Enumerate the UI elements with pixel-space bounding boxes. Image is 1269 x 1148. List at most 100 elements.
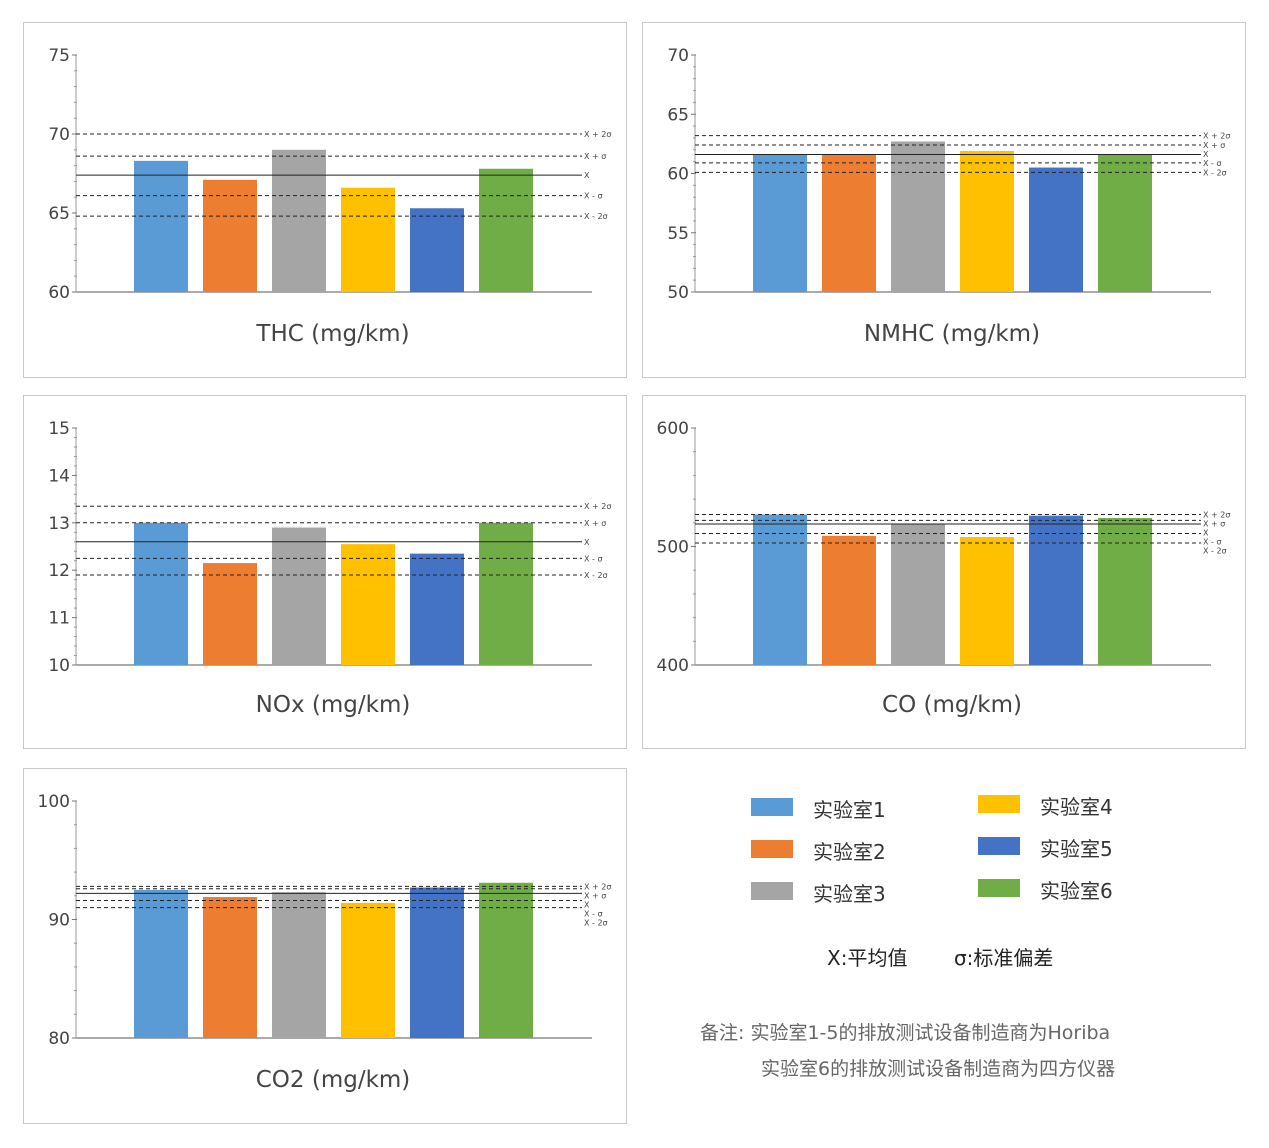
co2-chart: 80 90 100 X + 2σX + σXX - σX - 2σ CO2 (mg/km… <box>38 792 612 1093</box>
bar-lab5 <box>410 208 464 292</box>
y-tick-label: 10 <box>48 656 70 676</box>
y-tick-label: 60 <box>48 283 70 303</box>
bar-lab5 <box>1029 167 1083 292</box>
ref-label-plus1: X + σ <box>584 891 606 900</box>
y-tick-label: 50 <box>667 283 689 303</box>
legend-label: 实验室1 <box>813 798 886 822</box>
bar-lab6 <box>479 168 533 292</box>
ref-label-minus1: X - σ <box>584 909 603 918</box>
y-tick-label: 60 <box>667 165 689 185</box>
y-tick-label: 70 <box>48 125 70 145</box>
bar-lab2 <box>822 154 876 292</box>
bar-lab4 <box>960 537 1014 665</box>
ref-label-mean: X <box>584 900 590 909</box>
ref-label-mean: X <box>1203 150 1209 159</box>
ref-label-plus2: X + 2σ <box>584 882 611 891</box>
nox-chart-panel: 10 11 12 13 14 15 X + 2σ X + σ X X - σ X - 2σ NOx (… <box>23 395 627 749</box>
y-tick-label: 13 <box>48 514 70 534</box>
y-tick-label: 100 <box>38 792 70 812</box>
bar-lab1 <box>134 522 188 665</box>
legend-label: 实验室2 <box>813 840 886 864</box>
legend-label: 实验室4 <box>1040 795 1113 819</box>
bar-lab6 <box>479 522 533 665</box>
bar-lab2 <box>203 179 257 292</box>
ref-label-plus1: X + σ <box>1203 520 1225 529</box>
bar-lab6 <box>1098 518 1152 665</box>
bar-lab2 <box>203 563 257 665</box>
chart-title: CO2 (mg/km) <box>256 1067 411 1093</box>
bar-lab4 <box>341 902 395 1038</box>
ref-label-minus1: X - σ <box>1203 538 1222 547</box>
bar-lab6 <box>479 882 533 1038</box>
bar-lab5 <box>1029 515 1083 665</box>
y-tick-label: 75 <box>48 46 70 66</box>
ref-label-plus1: X + σ <box>584 152 606 161</box>
ref-label-minus1: X - σ <box>584 554 603 563</box>
bar-lab3 <box>891 141 945 292</box>
legend-swatch <box>751 840 793 858</box>
y-tick-label: 11 <box>48 609 70 629</box>
bar-lab2 <box>822 535 876 665</box>
y-tick-label: 14 <box>48 466 70 486</box>
ref-label-plus2: X + 2σ <box>1203 511 1230 520</box>
bar-lab5 <box>410 887 464 1038</box>
y-tick-label: 65 <box>48 204 70 224</box>
ref-label-plus2: X + 2σ <box>584 502 611 511</box>
ref-label-minus2: X - 2σ <box>584 212 608 221</box>
bar-lab1 <box>134 889 188 1038</box>
thc-chart: 60 65 70 75 X + 2σ X + σ X X - σ X - 2σ THC (mg/k… <box>48 46 611 347</box>
bar-lab4 <box>960 150 1014 292</box>
ref-label-minus1: X - σ <box>1203 159 1222 168</box>
ref-label-plus1: X + σ <box>584 519 606 528</box>
bar-lab3 <box>891 523 945 665</box>
bar-lab2 <box>203 896 257 1038</box>
bar-lab3 <box>272 527 326 665</box>
bar-lab4 <box>341 187 395 292</box>
legend-swatch <box>978 795 1020 813</box>
chart-title: THC (mg/km) <box>255 321 409 347</box>
y-tick-label: 80 <box>48 1029 70 1049</box>
bar-lab3 <box>272 149 326 292</box>
chart-title: NMHC (mg/km) <box>864 321 1040 347</box>
ref-label-plus2: X + 2σ <box>1203 132 1230 141</box>
bar-lab3 <box>272 892 326 1038</box>
ref-label-minus2: X - 2σ <box>584 571 608 580</box>
y-tick-label: 70 <box>667 46 689 66</box>
bar-lab1 <box>753 514 807 665</box>
y-tick-label: 65 <box>667 105 689 125</box>
chart-title: NOx (mg/km) <box>256 692 411 718</box>
y-tick-label: 90 <box>48 911 70 931</box>
ref-label-mean: X <box>1203 529 1209 538</box>
co-chart: 400 500 600 X + 2σX + σXX - σX - 2σ CO (mg/k… <box>657 419 1231 718</box>
y-tick-label: 600 <box>657 419 689 439</box>
y-tick-label: 400 <box>657 656 689 676</box>
legend-swatch <box>978 837 1020 855</box>
ref-label-minus2: X - 2σ <box>584 918 608 927</box>
legend-label: 实验室5 <box>1040 837 1113 861</box>
legend-swatch <box>978 879 1020 897</box>
legend: 实验室1 实验室2 实验室3 实验室4 实验室5 实验室6 X:平均值 σ:标准… <box>640 770 1240 1130</box>
legend-label: 实验室6 <box>1040 879 1113 903</box>
mean-definition: X:平均值 <box>827 946 908 970</box>
bar-lab1 <box>134 160 188 292</box>
nmhc-chart: 50 55 60 65 70 X + 2σX + σXX - σX - 2σ NMHC (m… <box>667 46 1230 347</box>
chart-title: CO (mg/km) <box>882 692 1022 718</box>
legend-swatch <box>751 882 793 900</box>
ref-label-minus1: X - σ <box>584 192 603 201</box>
y-tick-label: 500 <box>657 538 689 558</box>
ref-label-minus2: X - 2σ <box>1203 547 1227 556</box>
legend-label: 实验室3 <box>813 882 886 906</box>
y-tick-label: 15 <box>48 419 70 439</box>
ref-label-minus2: X - 2σ <box>1203 168 1227 177</box>
y-tick-label: 12 <box>48 561 70 581</box>
nox-chart: 10 11 12 13 14 15 X + 2σ X + σ X X - σ X - 2σ NOx (… <box>48 419 611 718</box>
y-tick-label: 55 <box>667 224 689 244</box>
ref-label-plus2: X + 2σ <box>584 130 611 139</box>
bar-lab1 <box>753 154 807 292</box>
note-line-1: 备注: 实验室1-5的排放测试设备制造商为Horiba <box>700 1022 1111 1044</box>
sigma-definition: σ:标准偏差 <box>954 946 1054 970</box>
thc-chart-panel: 60 65 70 75 X + 2σ X + σ X X - σ X - 2σ THC (mg/k… <box>23 22 627 378</box>
